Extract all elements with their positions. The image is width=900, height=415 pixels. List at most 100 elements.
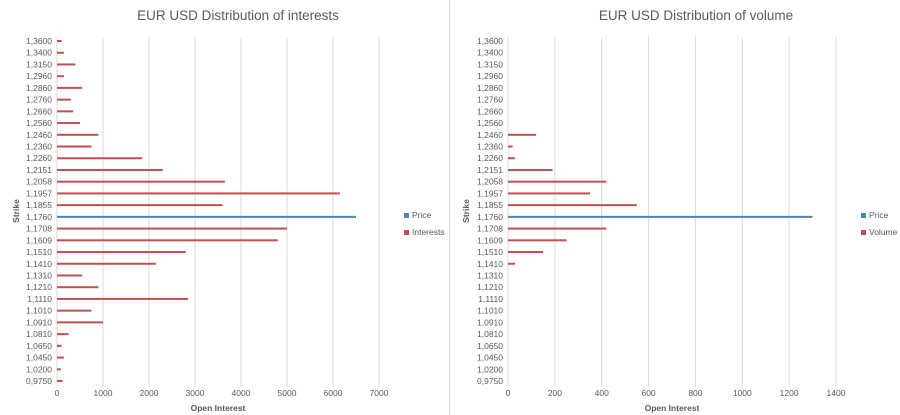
x-tick-label: 2000	[140, 388, 159, 398]
y-tick-label: 1,0810	[26, 329, 52, 339]
y-tick-label: 1,2560	[477, 118, 503, 128]
x-tick-label: 4000	[232, 388, 251, 398]
series-bar	[57, 356, 64, 359]
y-tick-label: 1,2260	[26, 153, 52, 163]
y-tick-label: 1,3150	[477, 59, 503, 69]
series-bar	[57, 333, 69, 336]
y-tick-label: 1,2058	[477, 177, 503, 187]
y-tick-label: 1,2860	[26, 83, 52, 93]
legend-label: Price	[869, 210, 889, 220]
y-tick-label: 1,2660	[477, 106, 503, 116]
y-tick-label: 1,2760	[477, 95, 503, 105]
y-tick-label: 1,2360	[26, 142, 52, 152]
series-bar	[57, 274, 83, 277]
series-bar	[508, 133, 537, 136]
y-tick-label: 1,1708	[26, 224, 52, 234]
y-tick-label: 1,1410	[477, 259, 503, 269]
y-tick-label: 1,1110	[478, 294, 503, 304]
series-bar	[57, 145, 92, 148]
y-tick-label: 1,1708	[477, 224, 503, 234]
y-tick-label: 1,1609	[477, 235, 503, 245]
y-tick-label: 1,1855	[26, 200, 52, 210]
y-tick-label: 1,0810	[477, 329, 503, 339]
y-tick-label: 0,9750	[477, 376, 503, 386]
y-tick-label: 1,1010	[477, 306, 503, 316]
series-bar	[57, 380, 63, 382]
y-tick-label: 1,0650	[477, 341, 503, 351]
x-tick-label: 6000	[324, 388, 343, 398]
x-tick-label: 200	[548, 388, 562, 398]
y-tick-label: 0,9750	[26, 376, 52, 386]
series-bar	[57, 157, 143, 160]
series-bar	[57, 239, 278, 242]
x-tick-label: 7000	[370, 388, 389, 398]
series-bar	[57, 251, 186, 254]
interests-chart: EUR USD Distribution of interests 0 1000 20…	[11, 8, 445, 413]
series-bar	[508, 262, 516, 265]
x-tick-label: 1000	[733, 388, 752, 398]
series-bar	[57, 98, 71, 101]
x-tick-label: 800	[688, 388, 702, 398]
series-bar	[508, 192, 590, 195]
series-bar	[57, 192, 340, 195]
series-bar	[57, 309, 92, 312]
y-tick-label: 1,2660	[26, 106, 52, 116]
y-tick-label: 1,2260	[477, 153, 503, 163]
x-tick-label: 600	[641, 388, 655, 398]
chart-title: EUR USD Distribution of interests	[137, 8, 339, 23]
y-tick-label: 1,3150	[26, 59, 52, 69]
y-tick-label: 1,1410	[26, 259, 52, 269]
y-tick-label: 1,2151	[477, 165, 503, 175]
legend-swatch	[861, 213, 866, 218]
series-bar	[508, 227, 607, 230]
legend-label: Interests	[412, 227, 445, 237]
legend-swatch	[404, 230, 409, 235]
series-bar	[57, 262, 156, 265]
y-tick-label: 1,2460	[477, 130, 503, 140]
y-tick-label: 1,1760	[477, 212, 503, 222]
y-tick-label: 1,1310	[477, 270, 503, 280]
y-tick-label: 1,2360	[477, 142, 503, 152]
volume-chart: EUR USD Distribution of volume 0 200 400 600…	[461, 8, 898, 413]
y-tick-label: 1,1510	[26, 247, 52, 257]
interests-chart-panel: EUR USD Distribution of interests 0 1000 20…	[11, 8, 445, 413]
y-tick-label: 1,3600	[477, 36, 503, 46]
series-bar	[508, 168, 553, 171]
y-tick-label: 1,2151	[26, 165, 52, 175]
y-tick-label: 1,1210	[477, 282, 503, 292]
series-bar	[57, 204, 223, 207]
panel-divider	[449, 0, 450, 415]
x-tick-label: 400	[595, 388, 609, 398]
x-tick-label: 5000	[278, 388, 297, 398]
series-bar	[508, 145, 513, 148]
series-bar	[57, 133, 99, 136]
y-tick-label: 1,1510	[477, 247, 503, 257]
price-bar	[57, 215, 356, 218]
volume-chart-panel: EUR USD Distribution of volume 0 200 400 600…	[450, 0, 900, 415]
y-tick-label: 1,0650	[26, 341, 52, 351]
y-tick-label: 1,0200	[26, 364, 52, 374]
x-axis-title: Open Interest	[645, 403, 700, 413]
y-tick-label: 1,2960	[26, 71, 52, 81]
y-tick-label: 1,0450	[477, 353, 503, 363]
y-tick-label: 1,1760	[26, 212, 52, 222]
y-tick-label: 1,1210	[26, 282, 52, 292]
series-bar	[57, 321, 103, 324]
series-bar	[508, 157, 516, 160]
series-bar	[57, 286, 99, 289]
price-bar	[508, 215, 813, 218]
series-bar	[508, 239, 567, 242]
series-bar	[57, 180, 225, 183]
series-bar	[57, 110, 74, 113]
y-tick-label: 1,2860	[477, 83, 503, 93]
x-tick-label: 1400	[827, 388, 846, 398]
y-tick-label: 1,2460	[26, 130, 52, 140]
y-tick-label: 1,1310	[26, 270, 52, 280]
y-tick-label: 1,0200	[477, 364, 503, 374]
x-tick-label: 0	[55, 388, 60, 398]
series-bar	[57, 51, 64, 54]
legend-swatch	[404, 213, 409, 218]
series-bar	[508, 180, 607, 183]
y-tick-label: 1,3400	[477, 48, 503, 58]
series-bar	[57, 368, 61, 371]
